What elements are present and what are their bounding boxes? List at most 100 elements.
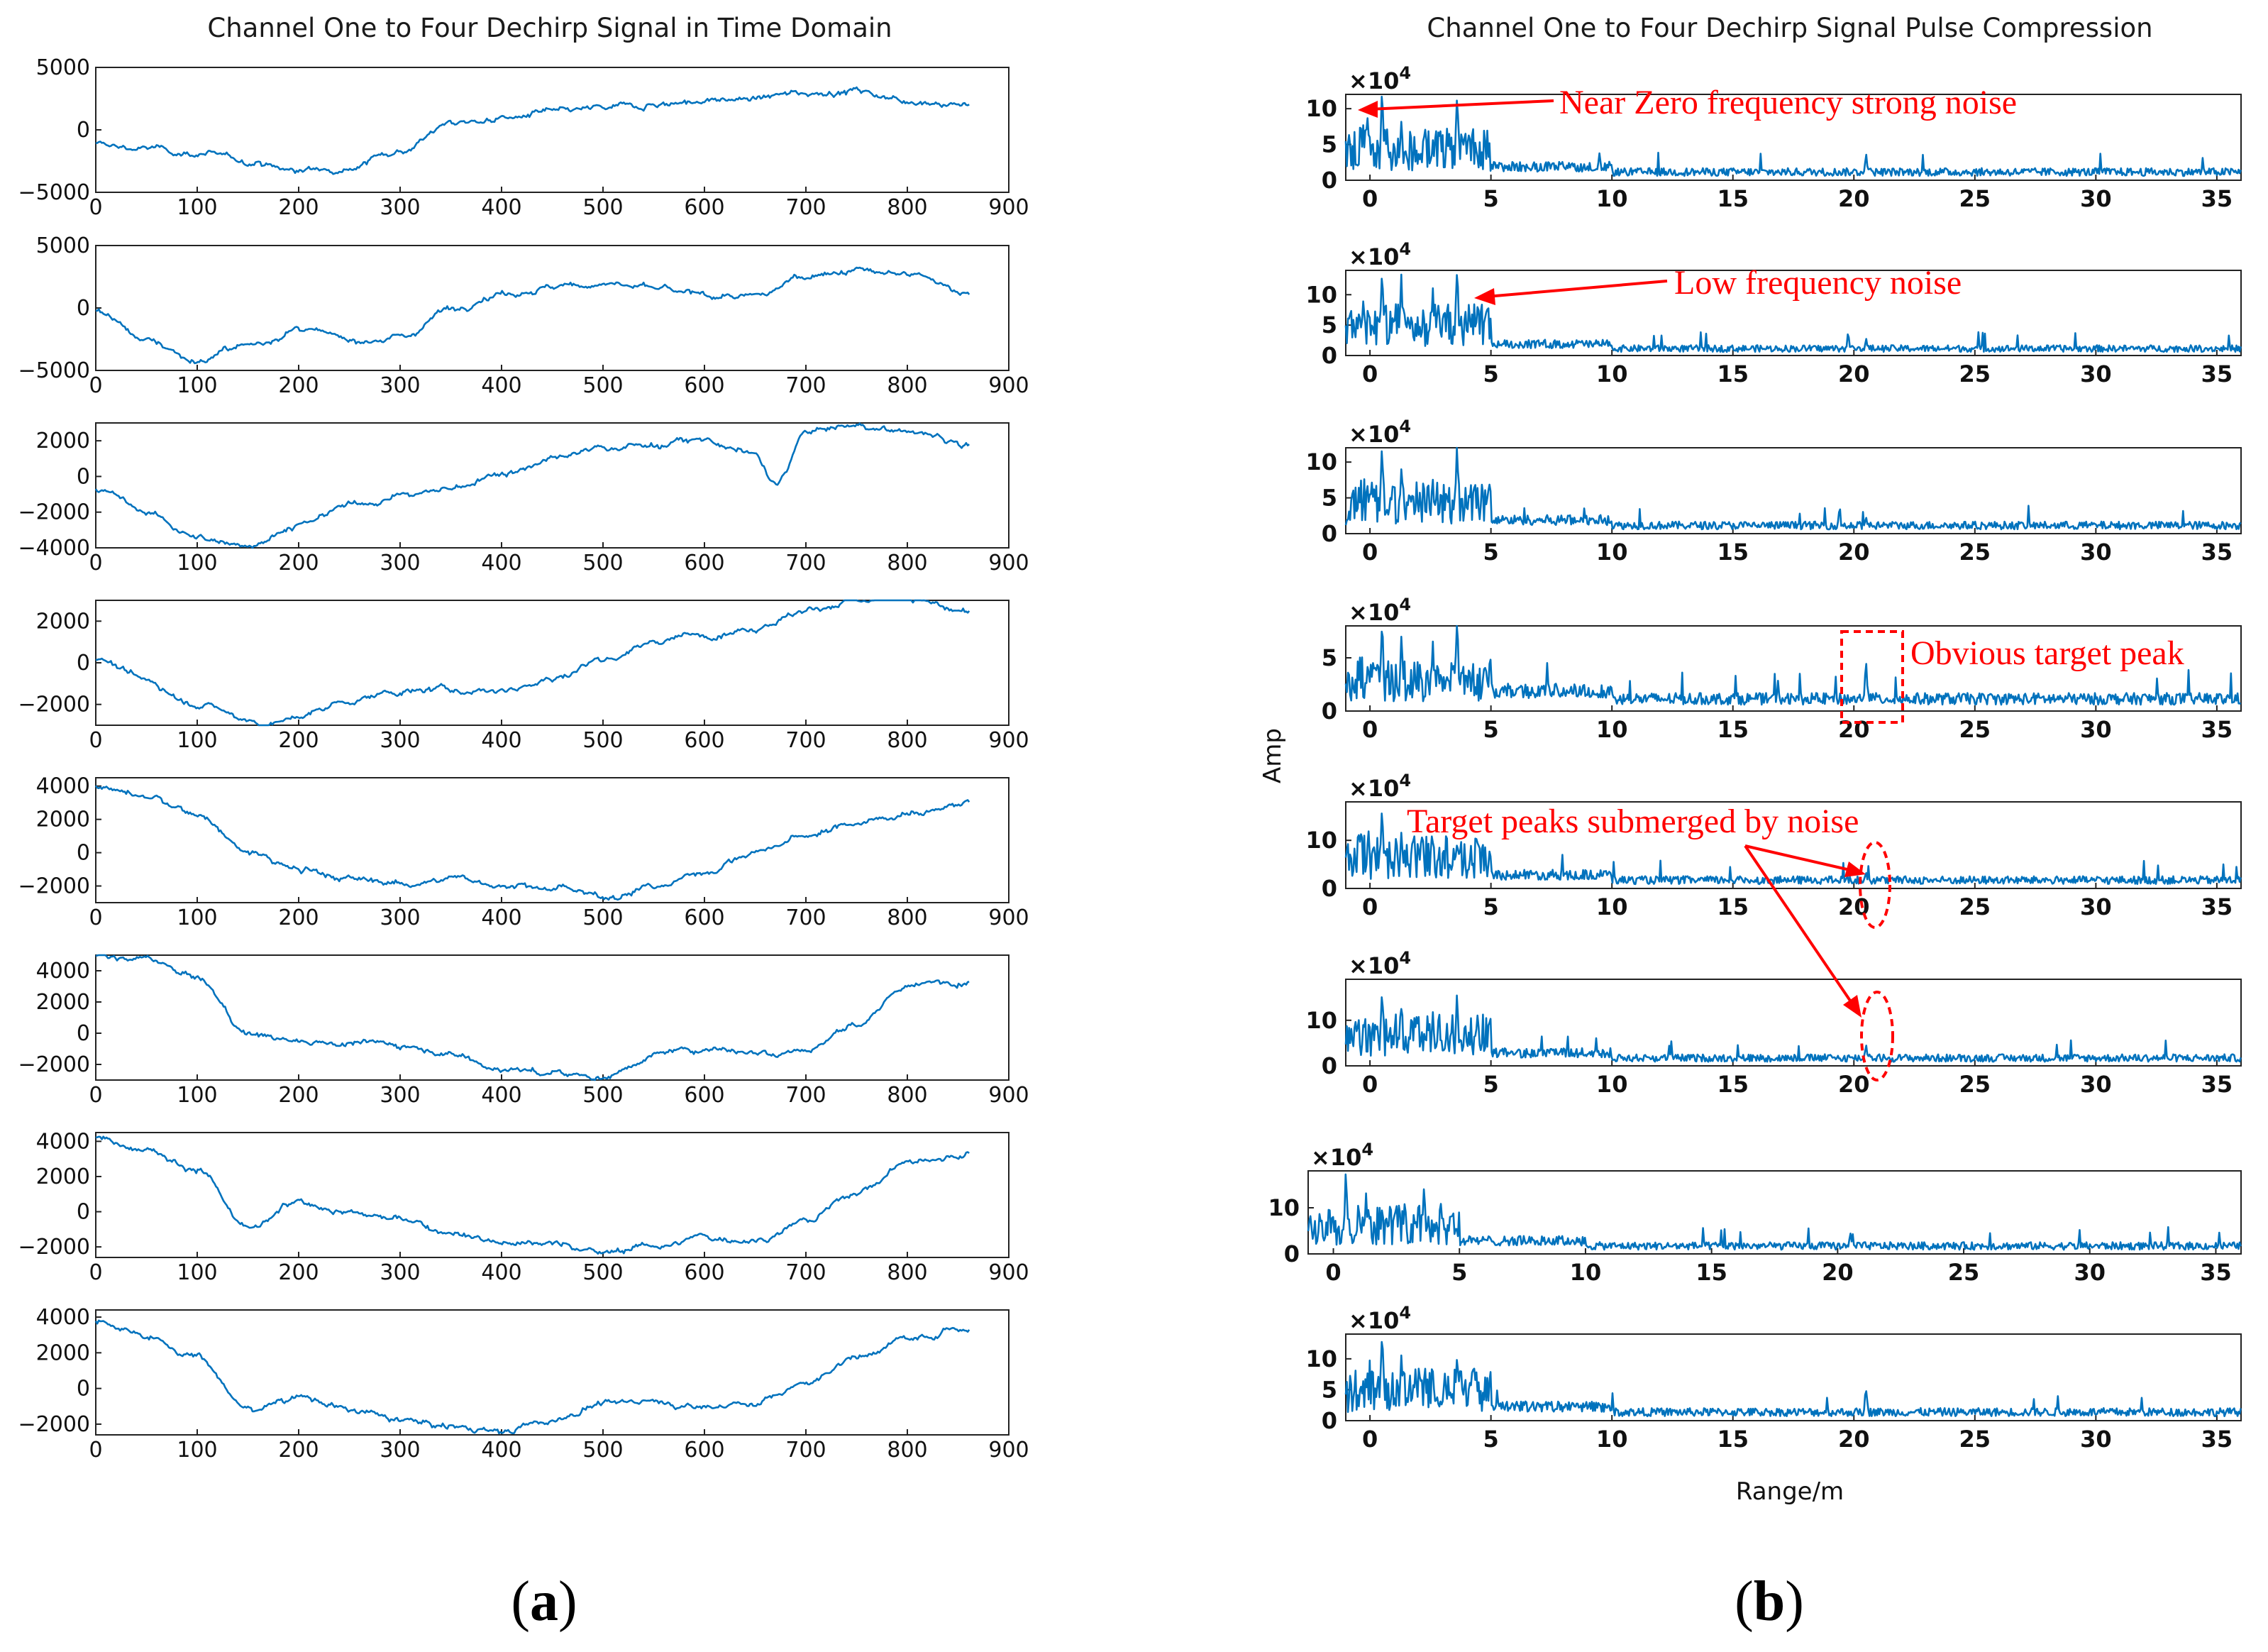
panel-a-xtick-label: 0	[89, 905, 102, 930]
panel-a-xtick-label: 800	[887, 728, 927, 753]
panel-b-xtick-label: 20	[1838, 185, 1870, 212]
panel-a-series-5	[94, 785, 970, 901]
panel-b-ytick-label: 10	[1305, 448, 1337, 475]
caption-b-letter: b	[1754, 1570, 1786, 1633]
panel-a-ytick-label: 4000	[36, 774, 90, 799]
panel-b-xtick-label: 20	[1838, 1071, 1870, 1098]
panel-b-xtick-label: 5	[1483, 1071, 1499, 1098]
panel-b-xtick-label: 0	[1362, 539, 1378, 566]
panel-a-series-2	[95, 266, 970, 365]
panel-b-ytick-label: 10	[1305, 95, 1337, 122]
panel-b-series-7	[1307, 1173, 2242, 1251]
panel-a-ytick-label: 2000	[36, 1340, 90, 1365]
panel-a-xtick-label: 500	[582, 1438, 623, 1463]
panel-b-exponent: ×104	[1349, 1303, 1411, 1334]
panel-b-exponent: ×104	[1349, 63, 1411, 94]
panel-b-xtick-label: 35	[2201, 539, 2233, 566]
panel-a-xtick-label: 600	[684, 1083, 724, 1108]
panel-a-xtick-label: 900	[988, 195, 1029, 220]
panel-b-xtick-label: 30	[2080, 716, 2112, 743]
annotation-target-submerged: Target peaks submerged by noise	[1407, 803, 1859, 840]
panel-a-xtick-label: 300	[380, 1260, 420, 1285]
panel-a-xtick-label: 100	[177, 728, 217, 753]
panel-a-xtick-label: 900	[988, 1083, 1029, 1108]
svg-text:(a): (a)	[511, 1570, 577, 1633]
panel-a-xtick-label: 600	[684, 551, 724, 576]
panel-b-series-3	[1344, 446, 2242, 531]
target-peak-box	[1840, 630, 1904, 724]
panel-a-xtick-label: 300	[380, 195, 420, 220]
panel-b-ytick-label: 0	[1322, 875, 1337, 902]
panel-b-ytick-label: 5	[1322, 1376, 1337, 1403]
caption-b-open: (	[1735, 1570, 1754, 1633]
panel-a-xtick-label: 600	[684, 1438, 724, 1463]
panel-b-xtick-label: 10	[1596, 360, 1628, 387]
panel-a-xtick-label: 600	[684, 1260, 724, 1285]
panel-b-xtick-label: 10	[1596, 539, 1628, 566]
panel-a-xtick-label: 0	[89, 1260, 102, 1285]
panel-b-ytick-label: 0	[1322, 1052, 1337, 1079]
annotation-low-frequency-noise: Low frequency noise	[1674, 264, 1962, 302]
panel-b-ytick-label: 5	[1322, 485, 1337, 512]
panel-a-ytick-label: 4000	[36, 959, 90, 984]
panel-a-xtick-label: 0	[89, 1083, 102, 1108]
panel-a-xtick-label: 100	[177, 373, 217, 398]
panel-a-ytick-label: 0	[77, 651, 90, 676]
panel-b-series-4	[1344, 624, 2242, 706]
panel-b-xtick-label: 15	[1717, 1426, 1749, 1453]
panel-b-xtick-label: 25	[1948, 1259, 1980, 1286]
panel-a-xtick-label: 400	[481, 373, 521, 398]
panel-b-xtick-label: 15	[1717, 185, 1749, 212]
panel-b-xtick-label: 5	[1483, 893, 1499, 920]
svg-text:(b): (b)	[1735, 1570, 1804, 1633]
panel-b-xtick-label: 35	[2201, 185, 2233, 212]
panel-a-ytick-label: 0	[77, 1377, 90, 1402]
annotation-arrow-submerged-1	[1744, 844, 1854, 872]
panel-b-ytick-label: 10	[1305, 1007, 1337, 1034]
panel-b-xtick-label: 15	[1717, 360, 1749, 387]
panel-a-ytick-label: −5000	[18, 180, 90, 205]
panel-b-xtick-label: 20	[1838, 716, 1870, 743]
annotation-arrowhead-near-zero	[1358, 101, 1378, 118]
panel-b-xtick-label: 5	[1483, 716, 1499, 743]
panel-a-xtick-label: 400	[481, 1438, 521, 1463]
panel-b-xtick-label: 0	[1362, 360, 1378, 387]
panel-b-xtick-label: 30	[2074, 1259, 2106, 1286]
panel-b-xtick-label: 10	[1596, 185, 1628, 212]
panel-b-xtick-label: 10	[1596, 1071, 1628, 1098]
panel-b-ytick-label: 5	[1322, 131, 1337, 158]
panel-a-axes-1	[95, 67, 1009, 193]
annotation-arrow-submerged-2	[1744, 844, 1854, 1006]
panel-b-xtick-label: 20	[1838, 360, 1870, 387]
panel-a-xtick-label: 700	[785, 1083, 826, 1108]
panel-b-xtick-label: 30	[2080, 1426, 2112, 1453]
panel-b-xtick-label: 30	[2080, 1071, 2112, 1098]
panel-a-xtick-label: 400	[481, 728, 521, 753]
panel-a-xtick-label: 100	[177, 1083, 217, 1108]
annotation-obvious-target-peak: Obvious target peak	[1910, 634, 2184, 672]
panel-b-title: Channel One to Four Dechirp Signal Pulse…	[1427, 13, 2152, 43]
panel-b-ytick-label: 0	[1322, 167, 1337, 194]
panel-b-ytick-label: 0	[1322, 520, 1337, 547]
panel-a-xtick-label: 200	[278, 1438, 319, 1463]
panel-b-xtick-label: 15	[1717, 716, 1749, 743]
panel-a-ytick-label: 4000	[36, 1129, 90, 1154]
panel-b-ytick-label: 0	[1322, 1407, 1337, 1434]
panel-b-xtick-label: 5	[1483, 360, 1499, 387]
panel-b-xtick-label: 15	[1717, 539, 1749, 566]
panel-a-ytick-label: 2000	[36, 429, 90, 453]
panel-b-xtick-label: 35	[2201, 360, 2233, 387]
panel-a-xtick-label: 700	[785, 905, 826, 930]
panel-b-xtick-label: 35	[2201, 893, 2233, 920]
panel-a-xtick-label: 500	[582, 728, 623, 753]
panel-b-axes-3	[1345, 447, 2242, 534]
panel-a-xtick-label: 300	[380, 728, 420, 753]
panel-b-xlabel: Range/m	[1736, 1477, 1844, 1506]
panel-a-xtick-label: 700	[785, 1260, 826, 1285]
panel-b-axes-4	[1345, 625, 2242, 712]
panel-b-ytick-label: 10	[1305, 1345, 1337, 1372]
panel-a-time-domain: 0 100 200 300 400 500 600 700 800 900 500 0 0 −5000 0 1…	[18, 55, 1029, 1463]
panel-a-ytick-label: 0	[77, 464, 90, 489]
panel-a-xtick-label: 300	[380, 551, 420, 576]
